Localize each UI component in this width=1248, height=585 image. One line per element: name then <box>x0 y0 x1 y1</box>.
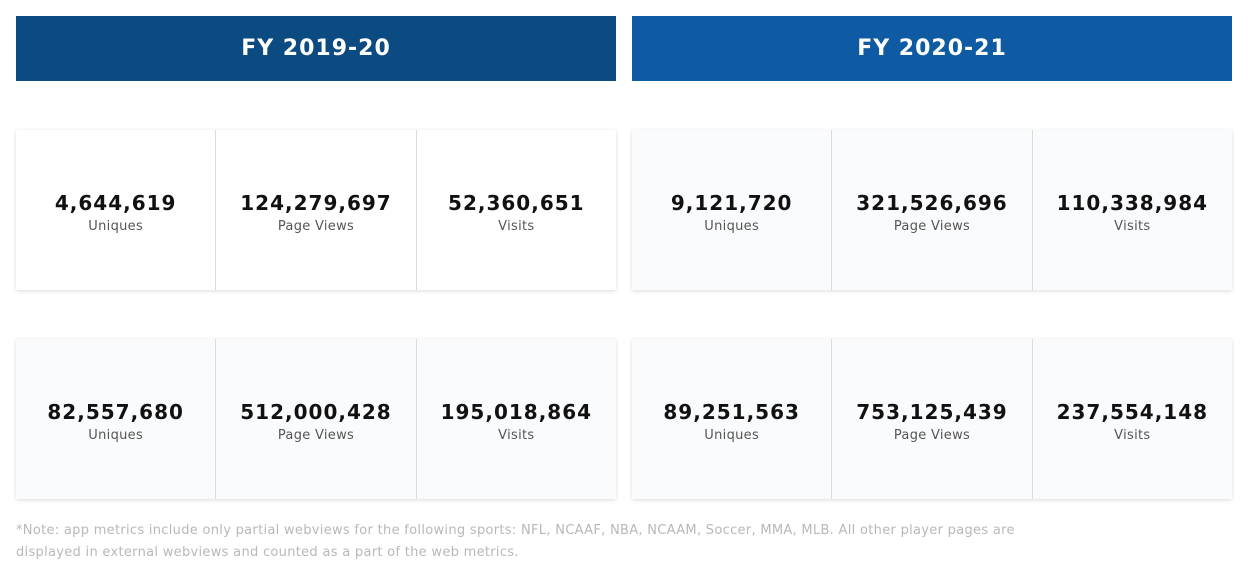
metric-value: 9,121,720 <box>670 190 793 215</box>
metric-label: Page Views <box>893 427 971 443</box>
metric-label: Uniques <box>704 218 760 234</box>
metric-label: Uniques <box>88 218 144 234</box>
metric-value: 89,251,563 <box>663 399 800 424</box>
fy2019-web-pageviews-card: 124,279,697 Page Views <box>215 130 415 290</box>
fy2020-header: FY 2020-21 <box>632 16 1232 81</box>
metric-value: 82,557,680 <box>47 399 184 424</box>
fy2020-app-visits-card: 237,554,148 Visits <box>1031 339 1232 499</box>
fy2020-app-metrics: 89,251,563 Uniques 753,125,439 Page View… <box>632 339 1232 499</box>
fy2020-web-metrics: 9,121,720 Uniques 321,526,696 Page Views… <box>632 130 1232 290</box>
fy2019-web-uniques-card: 4,644,619 Uniques <box>16 130 215 290</box>
fy2019-app-uniques-card: 82,557,680 Uniques <box>16 339 215 499</box>
fy2019-title: FY 2019-20 <box>241 36 391 61</box>
metric-value: 753,125,439 <box>856 399 1008 424</box>
fy2020-web-pageviews-card: 321,526,696 Page Views <box>831 130 1031 290</box>
metric-label: Uniques <box>704 427 760 443</box>
metric-label: Visits <box>1114 218 1151 234</box>
fy2019-web-visits-card: 52,360,651 Visits <box>415 130 616 290</box>
metric-label: Visits <box>498 218 535 234</box>
fy2019-web-metrics: 4,644,619 Uniques 124,279,697 Page Views… <box>16 130 616 290</box>
metric-value: 321,526,696 <box>856 190 1008 215</box>
metric-value: 52,360,651 <box>448 190 585 215</box>
metric-value: 237,554,148 <box>1056 399 1209 424</box>
fy2020-column: FY 2020-21 9,121,720 Uniques 321,526,696… <box>632 16 1232 499</box>
fy2020-web-uniques-card: 9,121,720 Uniques <box>632 130 831 290</box>
fy2019-app-pageviews-card: 512,000,428 Page Views <box>215 339 415 499</box>
metric-label: Page Views <box>893 218 971 234</box>
metric-value: 124,279,697 <box>240 190 392 215</box>
fy2020-web-visits-card: 110,338,984 Visits <box>1031 130 1232 290</box>
metric-label: Visits <box>1114 427 1151 443</box>
fy2020-app-pageviews-card: 753,125,439 Page Views <box>831 339 1031 499</box>
metric-value: 195,018,864 <box>440 399 593 424</box>
fy2019-header: FY 2019-20 <box>16 16 616 81</box>
fy2019-app-metrics: 82,557,680 Uniques 512,000,428 Page View… <box>16 339 616 499</box>
metric-label: Page Views <box>277 427 355 443</box>
metric-label: Page Views <box>277 218 355 234</box>
metric-label: Uniques <box>88 427 144 443</box>
fy2019-column: FY 2019-20 4,644,619 Uniques 124,279,697… <box>16 16 616 499</box>
fy2020-title: FY 2020-21 <box>857 36 1007 61</box>
metric-label: Visits <box>498 427 535 443</box>
metric-value: 4,644,619 <box>54 190 177 215</box>
fy2020-app-uniques-card: 89,251,563 Uniques <box>632 339 831 499</box>
metric-value: 512,000,428 <box>240 399 392 424</box>
fy2019-app-visits-card: 195,018,864 Visits <box>415 339 616 499</box>
footnote: *Note: app metrics include only partial … <box>16 523 1015 560</box>
metric-value: 110,338,984 <box>1056 190 1209 215</box>
